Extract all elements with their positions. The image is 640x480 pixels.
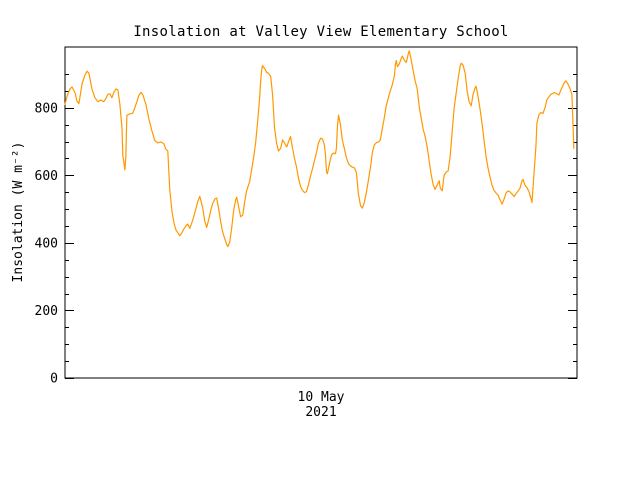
y-axis-title: Insolation (W m⁻²) [11,142,26,283]
plot-area [64,46,578,379]
y-axis-tick-labels: 0 200 400 600 800 [35,101,58,386]
x-tick-label-date: 10 May [298,390,345,405]
y-tick-label: 200 [35,304,58,319]
insolation-line [64,50,575,248]
y-tick-label: 800 [35,101,58,116]
y-tick-label: 600 [35,169,58,184]
y-tick-label: 0 [50,372,58,387]
y-tick-label: 400 [35,236,58,251]
axis-ticks [65,74,577,379]
chart-title: Insolation at Valley View Elementary Sch… [133,24,508,40]
x-tick-label-year: 2021 [305,405,336,420]
